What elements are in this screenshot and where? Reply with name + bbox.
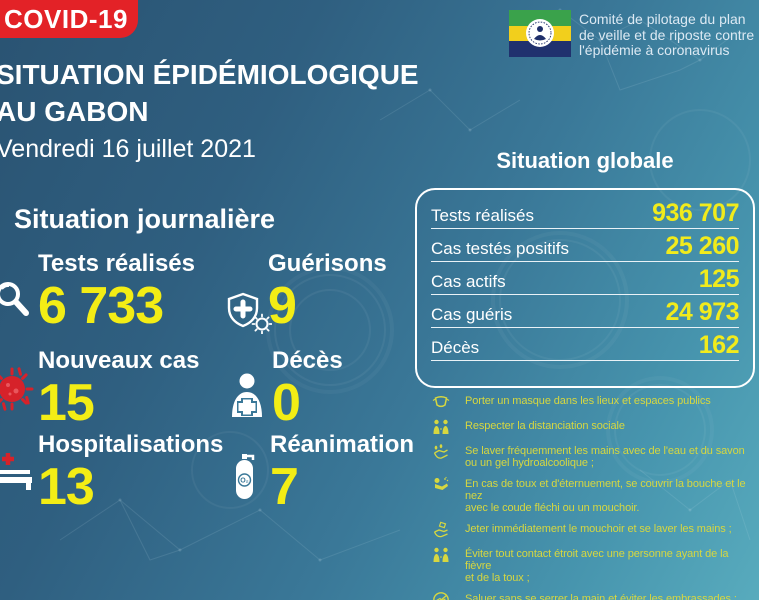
prevention-tips-list: Porter un masque dans les lieux et espac…	[432, 395, 748, 600]
stat-label: Décès	[272, 347, 343, 374]
row-value: 24 973	[665, 298, 740, 326]
oxygen-tank-icon: O₂	[236, 454, 255, 499]
stat-guerisons: Guérisons 9	[227, 250, 387, 335]
list-item: Se laver fréquemment les mains avec de l…	[432, 444, 748, 469]
committee-header: Comité de pilotage du plan de veille et …	[509, 10, 754, 59]
list-item: En cas de toux et d'éternuement, se couv…	[432, 476, 748, 514]
row-value: 162	[698, 331, 740, 359]
avoid-contact-icon	[433, 547, 449, 562]
list-item: Jeter immédiatement le mouchoir et se la…	[432, 521, 748, 539]
mask-icon	[432, 396, 450, 408]
stat-tests-realises: Tests réalisés 6 733	[0, 250, 195, 335]
daily-section-title: Situation journalière	[14, 204, 276, 234]
row-label: Cas testés positifs	[431, 239, 569, 258]
stat-value: 9	[268, 277, 297, 335]
stat-value: 15	[38, 374, 95, 432]
magnifier-icon	[0, 282, 29, 316]
tip-text: En cas de toux et d'éternuement, se couv…	[465, 478, 746, 514]
shield-cross-virus-icon	[227, 292, 272, 334]
gabon-emblem-icon	[526, 19, 554, 47]
tip-text: Se laver fréquemment les mains avec de l…	[465, 445, 745, 469]
stat-value: 6 733	[38, 277, 164, 335]
throw-tissue-icon	[433, 521, 448, 538]
page-title-line2: AU GABON	[0, 96, 149, 127]
table-row: Cas testés positifs 25 260	[431, 229, 740, 262]
stat-hospitalisations: Hospitalisations 13	[0, 431, 224, 516]
stat-nouveaux-cas: Nouveaux cas 15	[0, 347, 200, 432]
stat-label: Hospitalisations	[38, 431, 224, 458]
hospital-bed-icon	[0, 453, 32, 490]
report-date: Vendredi 16 juillet 2021	[0, 135, 256, 163]
global-table: Tests réalisés 936 707 Cas testés positi…	[415, 188, 755, 388]
table-row: Cas actifs 125	[431, 262, 740, 295]
table-row: Cas guéris 24 973	[431, 295, 740, 328]
social-distance-icon	[433, 419, 449, 434]
tip-text: Respecter la distanciation sociale	[465, 420, 625, 432]
no-handshake-icon	[433, 592, 449, 600]
stat-label: Nouveaux cas	[38, 347, 200, 374]
row-label: Décès	[431, 338, 480, 357]
cough-elbow-icon	[434, 476, 449, 490]
committee-line2: de veille et de riposte contre	[579, 26, 755, 43]
gabon-flag-logo	[509, 10, 571, 57]
list-item: Saluer sans se serrer la main et éviter …	[432, 592, 748, 600]
stat-value: 13	[38, 458, 95, 516]
global-section-title: Situation globale	[496, 148, 674, 173]
list-item: Respecter la distanciation sociale	[432, 419, 748, 436]
row-label: Cas guéris	[431, 305, 513, 324]
title-block: SITUATION ÉPIDÉMIOLOGIQUE AU GABON Vendr…	[0, 56, 419, 164]
row-label: Cas actifs	[431, 272, 506, 291]
stat-value: 0	[272, 374, 301, 432]
row-value: 125	[698, 265, 740, 293]
row-value: 936 707	[652, 199, 739, 227]
table-row: Tests réalisés 936 707	[431, 196, 739, 229]
stat-reanimation: O₂ Réanimation 7	[236, 431, 415, 516]
list-item: Éviter tout contact étroit avec une pers…	[432, 547, 748, 584]
tip-text: Éviter tout contact étroit avec une pers…	[465, 548, 729, 584]
svg-text:O₂: O₂	[240, 478, 249, 485]
covid19-badge: COVID-19	[0, 0, 138, 38]
virus-icon	[0, 367, 34, 411]
list-item: Porter un masque dans les lieux et espac…	[432, 395, 748, 411]
committee-line3: l'épidémie à coronavirus	[579, 42, 730, 58]
person-cross-icon	[232, 373, 262, 417]
badge-label: COVID-19	[4, 3, 128, 34]
wash-hands-icon	[433, 444, 448, 459]
committee-name: Comité de pilotage du plan de veille et …	[579, 10, 754, 59]
row-label: Tests réalisés	[431, 206, 534, 225]
table-row: Décès 162	[431, 328, 740, 361]
flag-stripe-green	[509, 10, 571, 26]
stat-label: Tests réalisés	[38, 250, 195, 277]
row-value: 25 260	[665, 232, 740, 260]
stat-value: 7	[270, 458, 299, 516]
flag-stripe-blue	[509, 41, 571, 57]
tip-text: Porter un masque dans les lieux et espac…	[465, 395, 711, 407]
page-title-line1: SITUATION ÉPIDÉMIOLOGIQUE	[0, 59, 419, 90]
committee-line1: Comité de pilotage du plan	[579, 11, 746, 27]
tip-text: Jeter immédiatement le mouchoir et se la…	[465, 523, 732, 535]
stat-deces: Décès 0	[232, 347, 343, 432]
stat-label: Guérisons	[268, 250, 387, 277]
tip-text: Saluer sans se serrer la main et éviter …	[465, 593, 737, 600]
stat-label: Réanimation	[270, 431, 415, 458]
